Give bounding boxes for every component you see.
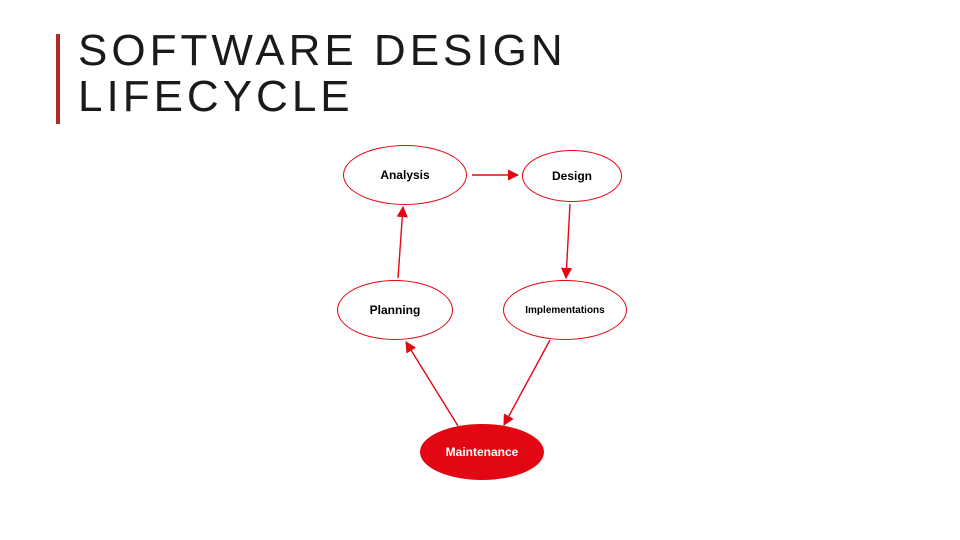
node-label-design: Design xyxy=(552,169,592,183)
node-label-maintenance: Maintenance xyxy=(446,445,519,459)
slide-title: SOFTWARE DESIGN LIFECYCLE xyxy=(78,28,678,120)
diagram-nodes: Analysis Design Planning Implementations Mai… xyxy=(300,130,700,510)
node-label-planning: Planning xyxy=(370,303,421,317)
node-label-implementations: Implementations xyxy=(525,305,604,316)
node-planning: Planning xyxy=(337,280,453,340)
node-ellipse-planning: Planning xyxy=(337,280,453,340)
node-label-analysis: Analysis xyxy=(380,168,429,182)
node-design: Design xyxy=(522,150,622,202)
node-maintenance: Maintenance xyxy=(420,424,544,480)
title-accent-bar xyxy=(56,34,60,124)
node-implementations: Implementations xyxy=(503,280,627,340)
node-ellipse-analysis: Analysis xyxy=(343,145,467,205)
slide: SOFTWARE DESIGN LIFECYCLE Analysis Design… xyxy=(0,0,960,540)
node-ellipse-design: Design xyxy=(522,150,622,202)
lifecycle-diagram: Analysis Design Planning Implementations Mai… xyxy=(300,130,700,510)
node-ellipse-implementations: Implementations xyxy=(503,280,627,340)
node-ellipse-maintenance: Maintenance xyxy=(420,424,544,480)
node-analysis: Analysis xyxy=(343,145,467,205)
